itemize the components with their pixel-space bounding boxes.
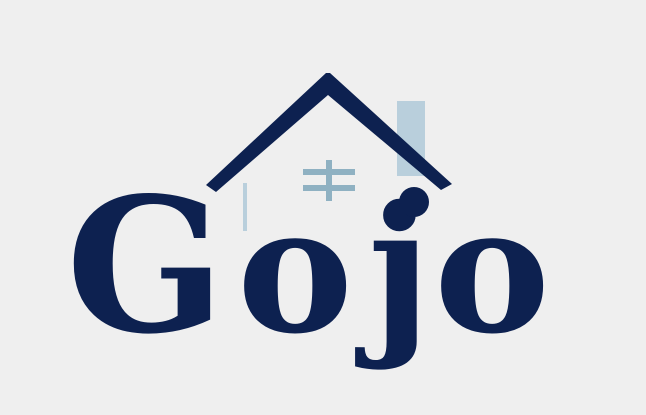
wordmark-letter-o1: o — [237, 169, 353, 373]
wordmark-letter-g: G — [66, 156, 225, 375]
wordmark: G o j o — [66, 156, 550, 375]
house-left-wall — [243, 183, 247, 231]
house-window-icon — [303, 160, 355, 201]
j-dot — [399, 187, 429, 217]
wordmark-letter-o2: o — [434, 169, 550, 373]
